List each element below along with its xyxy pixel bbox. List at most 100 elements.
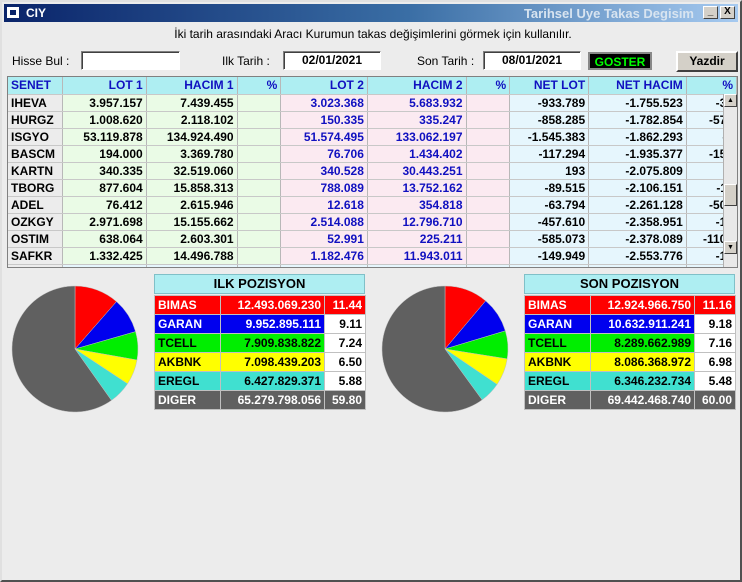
table-cell: 2.118.102 xyxy=(146,111,238,129)
position-value: 8.289.662.989 xyxy=(590,333,695,353)
table-row[interactable]: IHEVA 3.957.157 7.439.455 3.023.368 5.683.93… xyxy=(8,94,737,112)
table-cell: -2.358.951 xyxy=(588,213,687,231)
table-row[interactable]: KARTN 340.335 32.519.060 340.528 30.443.251 1… xyxy=(8,162,737,180)
table-cell: -63.794 xyxy=(509,196,590,214)
position-row: BIMAS 12.924.966.750 11.16 xyxy=(524,295,736,315)
table-cell: 1.434.402 xyxy=(367,145,467,163)
table-row[interactable]: ADEL 76.412 2.615.946 12.618 354.818 -63.794-… xyxy=(8,196,737,214)
minimize-button[interactable]: _ xyxy=(703,6,718,19)
stock-search-input[interactable] xyxy=(81,51,180,70)
scroll-down-icon[interactable]: ▼ xyxy=(724,241,737,254)
position-value: 12.924.966.750 xyxy=(590,295,695,315)
app-name: CIY xyxy=(26,6,47,20)
table-cell: 11.943.011 xyxy=(367,247,467,265)
grid-header-row: SENET LOT 1 HACIM 1% LOT 2 HACIM 2% NET LOT NE… xyxy=(8,77,737,95)
table-cell: 335.247 xyxy=(367,111,467,129)
end-date-label: Son Tarih : xyxy=(417,54,475,68)
start-date-input[interactable]: 02/01/2021 xyxy=(283,51,381,70)
table-row[interactable]: OSTIM 638.064 2.603.301 52.991 225.211 -585.0… xyxy=(8,230,737,248)
column-header[interactable]: LOT 2 xyxy=(280,77,368,95)
total-cell xyxy=(8,264,63,267)
table-cell: -1.935.377 xyxy=(588,145,687,163)
ilk-pozisyon-table: BIMAS 12.493.069.230 11.44 GARAN 9.952.895.1… xyxy=(154,295,366,410)
table-cell: 2.514.088 xyxy=(280,213,368,231)
table-cell: -858.285 xyxy=(509,111,590,129)
total-cell: 9.305.256.633 xyxy=(280,264,368,267)
table-cell: 3.369.780 xyxy=(146,145,238,163)
son-pozisyon-title: SON POZISYON xyxy=(524,274,735,294)
print-button[interactable]: Yazdir xyxy=(676,51,738,72)
column-header[interactable]: % xyxy=(686,77,737,95)
position-row: TCELL 8.289.662.989 7.16 xyxy=(524,333,736,353)
column-header[interactable]: % xyxy=(466,77,511,95)
table-cell: -149.949 xyxy=(509,247,590,265)
table-cell: -2.261.128 xyxy=(588,196,687,214)
table-row[interactable]: TBORG 877.604 15.858.313 788.089 13.752.162 -… xyxy=(8,179,737,197)
position-pct: 60.00 xyxy=(694,390,736,410)
pie-slice-diger xyxy=(11,285,112,413)
table-cell: SAFKR xyxy=(8,247,63,265)
table-cell xyxy=(237,145,282,163)
table-cell: IHEVA xyxy=(8,94,63,112)
table-cell: BASCM xyxy=(8,145,63,163)
takas-grid[interactable]: SENET LOT 1 HACIM 1% LOT 2 HACIM 2% NET LOT NE… xyxy=(7,76,738,268)
position-name: TCELL xyxy=(524,333,591,353)
table-cell: KARTN xyxy=(8,162,63,180)
title-bar[interactable]: CIY Tarihsel Uye Takas Degisim _ X xyxy=(4,4,738,22)
table-cell: 76.706 xyxy=(280,145,368,163)
position-row: EREGL 6.346.232.734 5.48 xyxy=(524,371,736,391)
position-row: BIMAS 12.493.069.230 11.44 xyxy=(154,295,366,315)
son-pozisyon-pie xyxy=(381,285,509,413)
close-button[interactable]: X xyxy=(720,6,735,19)
position-pct: 9.11 xyxy=(324,314,366,334)
total-cell: 09.161.869.795 xyxy=(146,264,238,267)
table-cell: -117.294 xyxy=(509,145,590,163)
table-cell: ADEL xyxy=(8,196,63,214)
table-cell: 877.604 xyxy=(62,179,147,197)
table-cell xyxy=(237,196,282,214)
table-cell: 15.155.662 xyxy=(146,213,238,231)
table-cell: -933.789 xyxy=(509,94,590,112)
table-row[interactable]: ISGYO 53.119.878 134.924.490 51.574.495 133.… xyxy=(8,128,737,146)
table-row[interactable]: OZKGY 2.971.698 15.155.662 2.514.088 12.796.… xyxy=(8,213,737,231)
position-name: DIGER xyxy=(154,390,221,410)
table-row[interactable]: BASCM 194.000 3.369.780 76.706 1.434.402 -117… xyxy=(8,145,737,163)
column-header[interactable]: HACIM 2 xyxy=(367,77,467,95)
position-row: AKBNK 7.098.439.203 6.50 xyxy=(154,352,366,372)
table-row[interactable]: SAFKR 1.332.425 14.496.788 1.182.476 11.943.… xyxy=(8,247,737,265)
total-cell: 115.722.611.429 xyxy=(367,264,467,267)
position-name: GARAN xyxy=(154,314,221,334)
table-cell: 340.335 xyxy=(62,162,147,180)
column-header[interactable]: LOT 1 xyxy=(62,77,147,95)
column-header[interactable]: HACIM 1 xyxy=(146,77,238,95)
position-name: BIMAS xyxy=(154,295,221,315)
column-header[interactable]: NET HACIM xyxy=(588,77,687,95)
table-cell: -2.075.809 xyxy=(588,162,687,180)
column-header[interactable]: SENET xyxy=(8,77,63,95)
stock-search-label: Hisse Bul : xyxy=(12,54,70,68)
end-date-input[interactable]: 08/01/2021 xyxy=(483,51,581,70)
column-header[interactable]: NET LOT xyxy=(509,77,590,95)
scroll-thumb[interactable] xyxy=(724,184,737,206)
position-value: 10.632.911.241 xyxy=(590,314,695,334)
show-button[interactable]: GOSTER xyxy=(588,52,652,70)
table-cell: OZKGY xyxy=(8,213,63,231)
column-header[interactable]: % xyxy=(237,77,282,95)
position-row: DIGER 65.279.798.056 59.80 xyxy=(154,390,366,410)
scroll-up-icon[interactable]: ▲ xyxy=(724,94,737,107)
table-cell: 12.796.710 xyxy=(367,213,467,231)
position-pct: 7.24 xyxy=(324,333,366,353)
table-cell: 7.439.455 xyxy=(146,94,238,112)
position-pct: 11.16 xyxy=(694,295,736,315)
position-row: AKBNK 8.086.368.972 6.98 xyxy=(524,352,736,372)
position-value: 8.086.368.972 xyxy=(590,352,695,372)
table-cell: 32.519.060 xyxy=(146,162,238,180)
totals-row: 9.051.557.18609.161.869.795100,009.305.2… xyxy=(8,264,737,267)
table-cell xyxy=(237,162,282,180)
grid-scrollbar[interactable]: ▲ ▼ xyxy=(723,94,737,267)
table-row[interactable]: HURGZ 1.008.620 2.118.102 150.335 335.247 -85… xyxy=(8,111,737,129)
table-cell xyxy=(237,128,282,146)
table-cell: 52.991 xyxy=(280,230,368,248)
table-cell: OSTIM xyxy=(8,230,63,248)
